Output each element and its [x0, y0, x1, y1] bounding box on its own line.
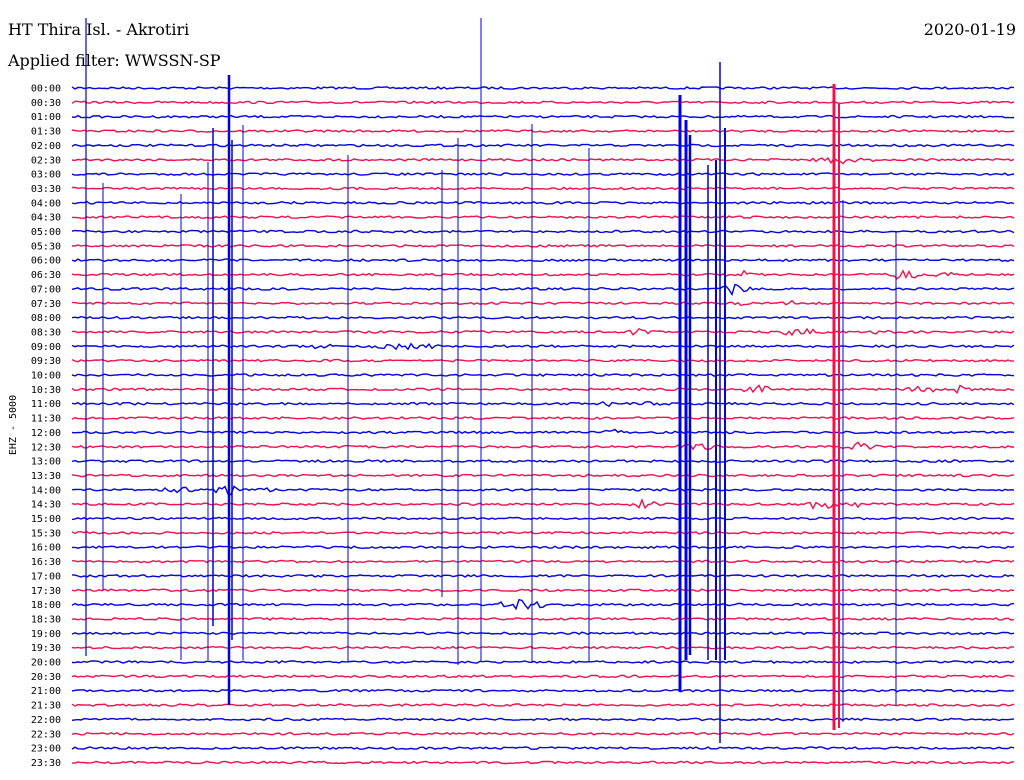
tick-label: 03:30 — [31, 184, 61, 195]
trace-2100 — [71, 688, 1015, 693]
tick-label: 15:30 — [31, 528, 61, 539]
tick-label: 02:00 — [31, 141, 61, 152]
tick-label: 07:00 — [31, 284, 61, 295]
tick-label: 10:30 — [31, 385, 61, 396]
trace-2030 — [71, 674, 1015, 679]
tick-label: 19:00 — [31, 629, 61, 640]
tick-label: 01:00 — [31, 112, 61, 123]
trace-2000 — [71, 660, 1015, 664]
tick-label: 04:00 — [31, 198, 61, 209]
tick-label: 14:00 — [31, 485, 61, 496]
trace-0000 — [71, 86, 1015, 90]
tick-label: 09:30 — [31, 356, 61, 367]
tick-label: 22:30 — [31, 729, 61, 740]
tick-label: 23:30 — [31, 758, 61, 769]
tick-label-group: 00:00 00:30 01:00 01:30 02:00 02:30 03:00 03:30… — [31, 84, 61, 769]
event-spike-group — [85, 18, 897, 743]
tick-label: 00:00 — [31, 84, 61, 95]
tick-label: 06:00 — [31, 256, 61, 267]
tick-label: 03:00 — [31, 170, 61, 181]
tick-label: 06:30 — [31, 270, 61, 281]
tick-label: 20:00 — [31, 658, 61, 669]
station-title: HT Thira Isl. - Akrotiri — [8, 20, 189, 39]
trace-2200 — [71, 717, 1015, 722]
trace-2130 — [71, 703, 1015, 707]
tick-label: 16:30 — [31, 557, 61, 568]
date-label: 2020-01-19 — [924, 20, 1016, 39]
trace-1900 — [71, 631, 1015, 636]
tick-label: 08:00 — [31, 313, 61, 324]
trace-2330 — [71, 760, 1015, 765]
tick-label: 16:00 — [31, 543, 61, 554]
trace-0100 — [71, 114, 1015, 119]
tick-label: 21:30 — [31, 701, 61, 712]
tick-label: 14:30 — [31, 500, 61, 511]
tick-label: 18:30 — [31, 614, 61, 625]
tick-label: 05:30 — [31, 241, 61, 252]
trace-2300 — [71, 746, 1015, 751]
tick-label: 22:00 — [31, 715, 61, 726]
tick-label: 12:00 — [31, 428, 61, 439]
tick-label: 13:00 — [31, 457, 61, 468]
tick-label: 11:00 — [31, 399, 61, 410]
tick-label: 17:30 — [31, 586, 61, 597]
tick-label: 19:30 — [31, 643, 61, 654]
tick-label: 05:00 — [31, 227, 61, 238]
tick-label: 00:30 — [31, 98, 61, 109]
trace-2230 — [71, 731, 1015, 736]
tick-label: 15:00 — [31, 514, 61, 525]
tick-label: 08:30 — [31, 327, 61, 338]
tick-label: 13:30 — [31, 471, 61, 482]
tick-label: 23:00 — [31, 744, 61, 755]
trace-0030 — [71, 100, 1015, 105]
tick-label: 18:00 — [31, 600, 61, 611]
tick-label: 11:30 — [31, 414, 61, 425]
tick-label: 12:30 — [31, 442, 61, 453]
tick-label: 07:30 — [31, 299, 61, 310]
tick-label: 02:30 — [31, 155, 61, 166]
tick-label: 04:30 — [31, 213, 61, 224]
tick-label: 10:00 — [31, 371, 61, 382]
tick-label: 01:30 — [31, 127, 61, 138]
tick-label: 20:30 — [31, 672, 61, 683]
tick-label: 17:00 — [31, 571, 61, 582]
tick-label: 21:00 — [31, 686, 61, 697]
trace-1930 — [71, 645, 1015, 650]
filter-label: Applied filter: WWSSN-SP — [7, 51, 221, 70]
tick-label: 09:00 — [31, 342, 61, 353]
channel-label: EHZ - 5000 — [8, 395, 19, 455]
